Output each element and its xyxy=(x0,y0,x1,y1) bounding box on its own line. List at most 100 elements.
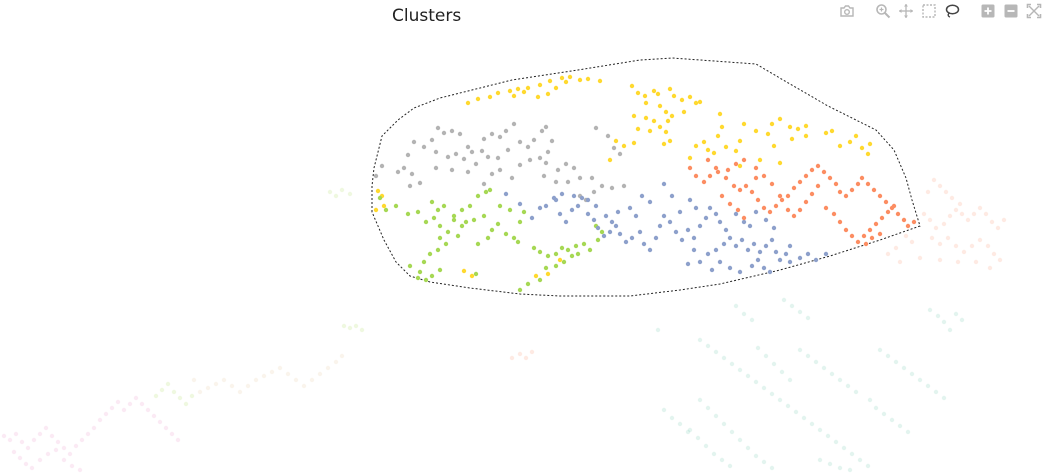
unselected-point xyxy=(97,417,103,423)
lasso-select-button[interactable] xyxy=(942,2,962,20)
zoom-icon xyxy=(876,4,891,19)
unselected-point xyxy=(655,327,661,333)
selected-point xyxy=(643,100,649,106)
selected-point xyxy=(755,257,761,263)
selected-point xyxy=(581,241,587,247)
selected-point xyxy=(669,113,675,119)
unselected-point xyxy=(787,377,793,383)
autoscale-icon xyxy=(1026,3,1042,19)
selected-point xyxy=(905,223,911,229)
unselected-point xyxy=(347,325,353,331)
unselected-point xyxy=(327,189,333,195)
selected-point xyxy=(713,211,719,217)
selected-point xyxy=(629,235,635,241)
selected-point xyxy=(463,219,469,225)
selected-point xyxy=(473,271,479,277)
zoom-in-button[interactable] xyxy=(978,2,998,20)
selected-point xyxy=(685,261,691,267)
selected-point xyxy=(457,131,463,137)
selected-point xyxy=(445,154,451,160)
selected-point xyxy=(867,141,873,147)
selected-point xyxy=(375,188,381,194)
unselected-point xyxy=(687,427,693,433)
unselected-point xyxy=(19,439,25,445)
unselected-point xyxy=(277,365,283,371)
unselected-point xyxy=(841,445,847,451)
unselected-point xyxy=(509,355,515,361)
unselected-point xyxy=(721,355,727,361)
selected-point xyxy=(777,116,783,122)
unselected-point xyxy=(341,323,347,329)
unselected-point xyxy=(733,303,739,309)
selected-point xyxy=(663,129,669,135)
selected-point xyxy=(761,265,767,271)
selected-point xyxy=(787,124,793,130)
selected-point xyxy=(433,149,439,155)
unselected-point xyxy=(115,399,121,405)
selected-point xyxy=(481,181,487,187)
unselected-point xyxy=(893,245,899,251)
autoscale-button[interactable] xyxy=(1024,2,1044,20)
selected-point xyxy=(469,149,475,155)
zoom-button[interactable] xyxy=(873,2,893,20)
selected-point xyxy=(727,265,733,271)
unselected-point xyxy=(685,429,691,435)
zoom-out-button[interactable] xyxy=(1001,2,1021,20)
selected-point xyxy=(617,151,623,157)
unselected-point xyxy=(53,447,59,453)
box-select-button[interactable] xyxy=(919,2,939,20)
unselected-point xyxy=(55,439,61,445)
lasso-selection-outline[interactable] xyxy=(371,57,921,297)
unselected-point xyxy=(825,433,831,439)
selected-point xyxy=(471,217,477,223)
selected-point xyxy=(629,83,635,89)
selected-point xyxy=(535,94,541,100)
selected-point xyxy=(533,273,539,279)
selected-point xyxy=(773,203,779,209)
selected-point xyxy=(487,94,493,100)
unselected-point xyxy=(777,397,783,403)
unselected-point xyxy=(79,437,85,443)
unselected-point xyxy=(927,217,933,223)
selected-point xyxy=(831,211,837,217)
selected-point xyxy=(853,133,859,139)
unselected-point xyxy=(745,445,751,451)
selected-point xyxy=(715,169,721,175)
selected-point xyxy=(697,259,703,265)
selected-point xyxy=(767,269,773,275)
unselected-point xyxy=(827,461,833,467)
selected-point xyxy=(661,181,667,187)
selected-point xyxy=(691,247,697,253)
selected-point xyxy=(837,189,843,195)
unselected-point xyxy=(753,379,759,385)
box-select-icon xyxy=(922,4,936,18)
selected-point xyxy=(859,145,865,151)
selected-point xyxy=(755,197,761,203)
selected-point xyxy=(635,90,641,96)
selected-points-layer xyxy=(373,74,917,293)
unselected-point xyxy=(61,457,67,463)
selected-point xyxy=(451,217,457,223)
selected-point xyxy=(555,167,561,173)
selected-point xyxy=(697,99,703,105)
selected-point xyxy=(809,191,815,197)
selected-point xyxy=(647,247,653,253)
selected-point xyxy=(393,203,399,209)
selected-point xyxy=(627,205,633,211)
selected-point xyxy=(451,213,457,219)
pan-button[interactable] xyxy=(896,2,916,20)
unselected-point xyxy=(73,443,79,449)
selected-point xyxy=(453,151,459,157)
selected-point xyxy=(797,179,803,185)
unselected-point xyxy=(935,313,941,319)
selected-point xyxy=(843,227,849,233)
selected-point xyxy=(713,247,719,253)
selected-point xyxy=(415,275,421,281)
selected-point xyxy=(849,233,855,239)
unselected-point xyxy=(957,201,963,207)
camera-button[interactable] xyxy=(837,2,857,20)
unselected-point xyxy=(817,457,823,463)
unselected-point xyxy=(309,377,315,383)
unselected-point xyxy=(729,429,735,435)
